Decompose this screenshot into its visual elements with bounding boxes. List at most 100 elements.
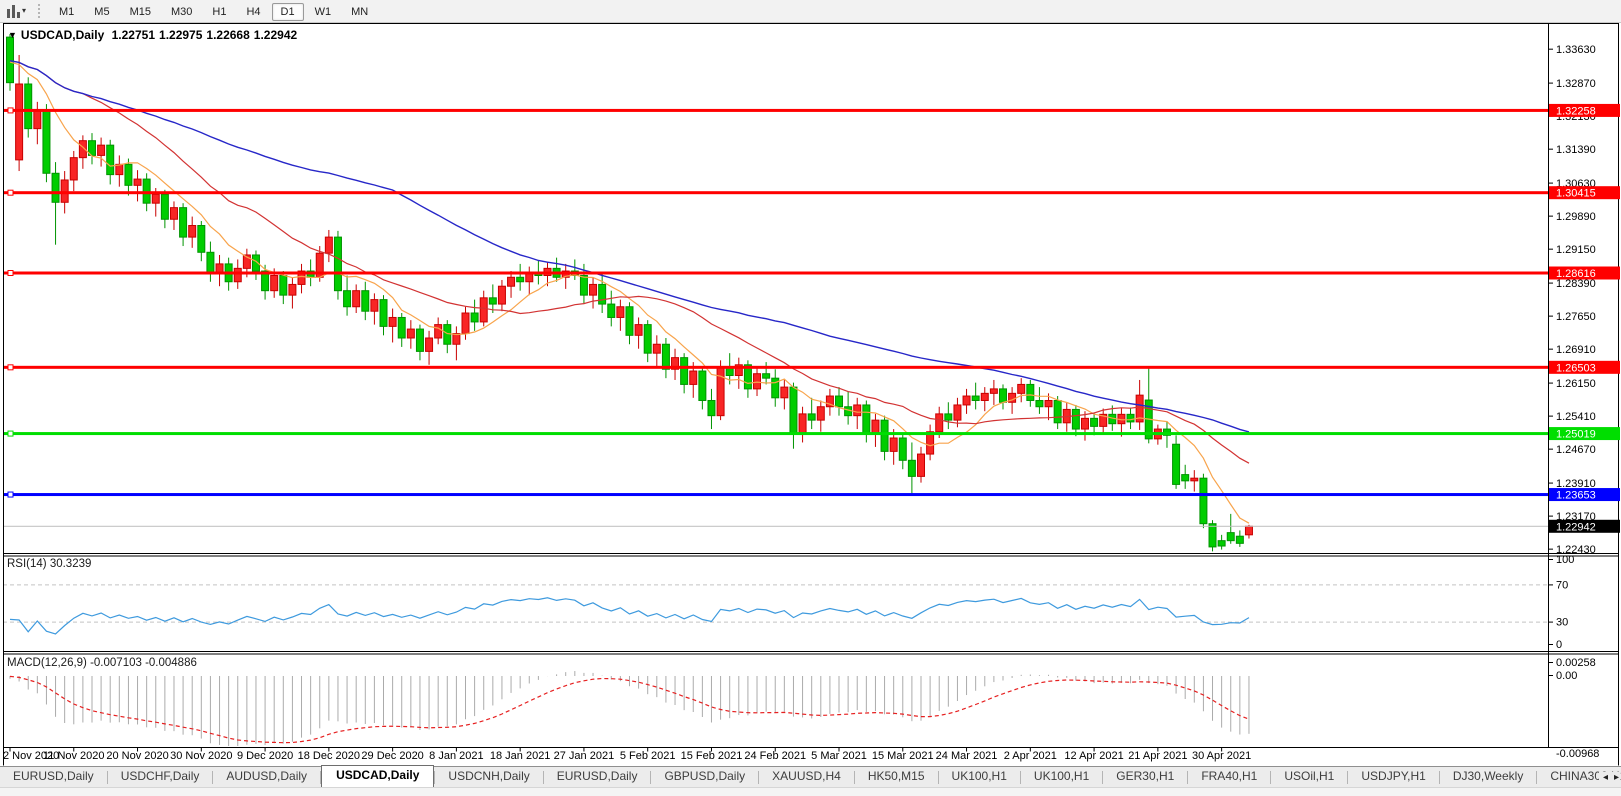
tab-fra40-h1[interactable]: FRA40,H1 — [1201, 769, 1258, 783]
svg-text:0: 0 — [1556, 639, 1562, 651]
tab-separator — [1536, 771, 1538, 784]
tab-usoil-h1[interactable]: USOil,H1 — [1284, 769, 1335, 783]
macd-panel — [9, 671, 1250, 746]
tab-separator — [853, 771, 855, 784]
macd-indicator-label: MACD(12,26,9) -0.007103 -0.004886 — [7, 657, 197, 669]
svg-text:15 Mar 2021: 15 Mar 2021 — [872, 750, 934, 762]
svg-text:8 Jan 2021: 8 Jan 2021 — [429, 750, 483, 762]
svg-text:0.00258: 0.00258 — [1556, 657, 1596, 669]
timeframe-button-d1[interactable]: D1 — [271, 3, 304, 21]
tab-separator — [1347, 771, 1349, 784]
timeframe-button-m1[interactable]: M1 — [59, 6, 75, 18]
chart-type-button[interactable]: ▾ — [3, 3, 30, 20]
tab-separator — [650, 771, 652, 784]
timeframe-button-m5[interactable]: M5 — [94, 6, 110, 18]
tab-usdcad-daily[interactable]: USDCAD,Daily — [321, 765, 435, 787]
tab-xauusd-h4[interactable]: XAUUSD,H4 — [772, 769, 841, 783]
rsi-line — [9, 597, 1250, 635]
svg-text:18 Dec 2020: 18 Dec 2020 — [298, 750, 360, 762]
tab-scrollers: ◂ ▸ — [1598, 772, 1619, 784]
svg-text:30 Nov 2020: 30 Nov 2020 — [170, 750, 232, 762]
svg-text:1.22942: 1.22942 — [1556, 521, 1596, 533]
svg-text:-0.00968: -0.00968 — [1556, 748, 1599, 760]
symbol-dropdown-icon[interactable]: ▼ — [8, 30, 17, 40]
chart-symbol-label: USDCAD,Daily — [20, 28, 105, 42]
ma-line-55 — [9, 60, 1250, 433]
tab-eurusd-daily[interactable]: EURUSD,Daily — [13, 769, 94, 783]
tab-dj30-weekly[interactable]: DJ30,Weekly — [1452, 769, 1524, 783]
tab-usdjpy-h1[interactable]: USDJPY,H1 — [1361, 769, 1426, 783]
tab-separator — [1270, 771, 1272, 784]
svg-text:1.27650: 1.27650 — [1556, 311, 1596, 323]
tab-separator — [542, 771, 544, 784]
tab-separator — [1187, 771, 1189, 784]
timeframe-button-m30[interactable]: M30 — [170, 6, 193, 18]
timeframe-button-mn[interactable]: MN — [351, 6, 369, 18]
svg-text:1.22430: 1.22430 — [1556, 544, 1596, 556]
scroll-left-icon[interactable]: ◂ — [1602, 772, 1608, 783]
chart-tab-bar: EURUSD,Daily USDCHF,Daily AUDUSD,Daily USDC… — [0, 765, 1621, 787]
svg-text:11 Nov 2020: 11 Nov 2020 — [43, 750, 105, 762]
tab-gbpusd-daily[interactable]: GBPUSD,Daily — [664, 769, 746, 783]
svg-text:21 Apr 2021: 21 Apr 2021 — [1128, 750, 1187, 762]
toolbar-drag-handle[interactable] — [38, 4, 43, 18]
tab-uk100-h1[interactable]: UK100,H1 — [951, 769, 1007, 783]
tab-separator — [320, 771, 322, 784]
timeframe-buttons: M1 M5 M15 M30 H1 H4 D1 W1 MN — [49, 2, 378, 21]
tab-separator — [212, 771, 214, 784]
svg-text:1.32870: 1.32870 — [1556, 78, 1596, 90]
ma-line-21 — [9, 60, 1250, 464]
svg-text:70: 70 — [1556, 579, 1568, 591]
ohlc-high: 1.22975 — [159, 28, 203, 42]
tab-usdchf-daily[interactable]: USDCHF,Daily — [120, 769, 200, 783]
panel-frames — [3, 23, 1619, 766]
svg-text:1.33630: 1.33630 — [1556, 44, 1596, 56]
svg-text:1.25019: 1.25019 — [1556, 429, 1596, 441]
svg-text:9 Dec 2020: 9 Dec 2020 — [237, 750, 293, 762]
tab-separator — [1019, 771, 1021, 784]
ohlc-close: 1.22942 — [253, 28, 298, 42]
tab-separator — [1102, 771, 1104, 784]
svg-text:1.30415: 1.30415 — [1556, 188, 1596, 200]
horizontal-lines-layer — [3, 107, 1548, 498]
tab-eurusd-daily[interactable]: EURUSD,Daily — [556, 769, 638, 783]
svg-text:1.29150: 1.29150 — [1556, 244, 1596, 256]
svg-text:24 Feb 2021: 24 Feb 2021 — [744, 750, 806, 762]
svg-text:1.26910: 1.26910 — [1556, 344, 1596, 356]
svg-text:12 Apr 2021: 12 Apr 2021 — [1064, 750, 1123, 762]
svg-text:2 Nov 2020: 2 Nov 2020 — [3, 750, 59, 762]
chart-canvas[interactable]: 1.336301.328701.321301.313901.306301.298… — [0, 0, 1621, 766]
timeframe-button-h1[interactable]: H1 — [212, 6, 227, 18]
ohlc-open: 1.22751 — [111, 28, 156, 42]
svg-text:30: 30 — [1556, 617, 1568, 629]
svg-text:1.25410: 1.25410 — [1556, 411, 1596, 423]
svg-text:29 Dec 2020: 29 Dec 2020 — [361, 750, 423, 762]
timeframe-button-m15[interactable]: M15 — [129, 6, 151, 18]
timeframe-button-w1[interactable]: W1 — [314, 6, 332, 18]
price-axis: 1.336301.328701.321301.313901.306301.298… — [1549, 44, 1620, 760]
svg-text:24 Mar 2021: 24 Mar 2021 — [936, 750, 998, 762]
chart-type-dropdown-icon[interactable]: ▾ — [22, 6, 27, 15]
svg-text:27 Jan 2021: 27 Jan 2021 — [554, 750, 615, 762]
svg-text:1.31390: 1.31390 — [1556, 144, 1596, 156]
svg-text:1.26150: 1.26150 — [1556, 378, 1596, 390]
svg-text:30 Apr 2021: 30 Apr 2021 — [1192, 750, 1251, 762]
svg-text:5 Feb 2021: 5 Feb 2021 — [620, 750, 676, 762]
tab-audusd-daily[interactable]: AUDUSD,Daily — [226, 769, 308, 783]
tab-usdcnh-daily[interactable]: USDCNH,Daily — [448, 769, 530, 783]
svg-text:100: 100 — [1556, 554, 1574, 566]
svg-text:1.23910: 1.23910 — [1556, 478, 1596, 490]
macd-signal-line — [9, 675, 1250, 744]
scroll-right-icon[interactable]: ▸ — [1613, 772, 1619, 783]
timeframe-button-h4[interactable]: H4 — [246, 6, 261, 18]
tab-hk50-m15[interactable]: HK50,M15 — [867, 769, 925, 783]
svg-text:2 Apr 2021: 2 Apr 2021 — [1004, 750, 1057, 762]
tab-separator — [434, 771, 436, 784]
svg-text:1.28390: 1.28390 — [1556, 278, 1596, 290]
svg-text:1.29890: 1.29890 — [1556, 211, 1596, 223]
tab-separator — [937, 771, 939, 784]
tab-uk100-h1[interactable]: UK100,H1 — [1033, 769, 1090, 783]
current-price-line — [3, 525, 1548, 527]
tab-ger30-h1[interactable]: GER30,H1 — [1116, 769, 1175, 783]
